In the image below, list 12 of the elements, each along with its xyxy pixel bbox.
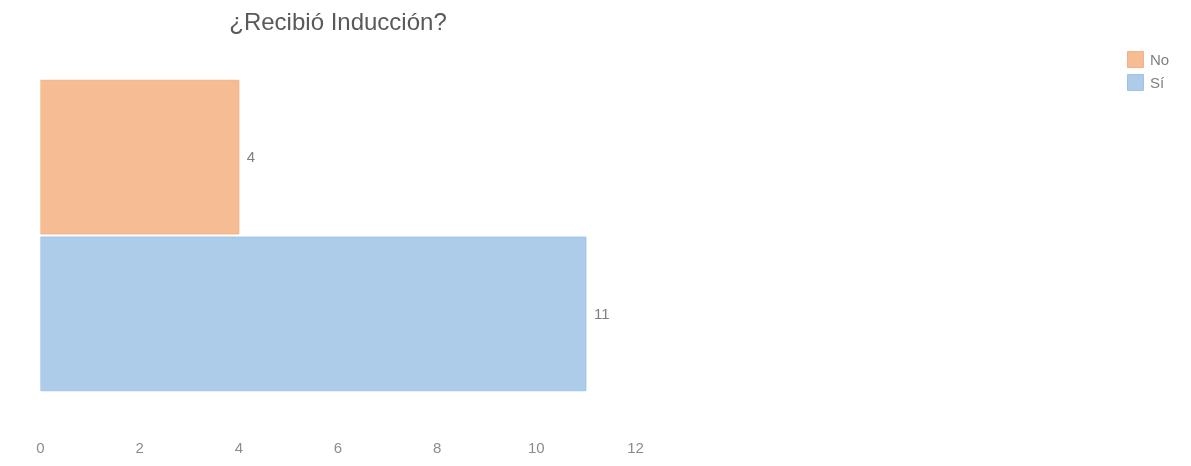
x-tick-label: 2 bbox=[135, 438, 144, 456]
data-label: 4 bbox=[246, 148, 256, 166]
chart-title: ¿Recibió Inducción? bbox=[229, 7, 447, 35]
data-label: 11 bbox=[593, 304, 610, 322]
x-tick-label: 4 bbox=[234, 438, 244, 456]
x-tick-label: 6 bbox=[333, 438, 343, 456]
legend-label: Sí bbox=[1150, 73, 1166, 91]
x-tick-label: 0 bbox=[36, 438, 45, 456]
x-tick-label: 12 bbox=[627, 438, 644, 456]
legend-label: No bbox=[1150, 50, 1170, 68]
x-tick-label: 10 bbox=[527, 438, 545, 456]
x-tick-label: 8 bbox=[433, 438, 442, 456]
